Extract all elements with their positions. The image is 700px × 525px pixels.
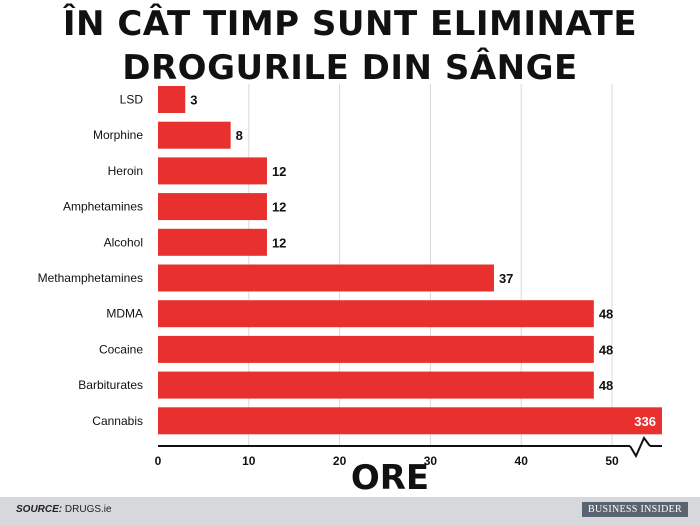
source-value: DRUGS.ie (64, 504, 112, 515)
data-label: 48 (599, 307, 613, 322)
x-tick-label: 50 (605, 454, 619, 468)
x-axis-label: ORE (350, 458, 430, 498)
title-line-1: ÎN CÂT TIMP SUNT ELIMINATE (62, 4, 638, 44)
data-label: 48 (599, 342, 613, 357)
x-tick-label: 30 (424, 454, 438, 468)
category-label: Morphine (93, 128, 143, 142)
chart-title: ÎN CÂT TIMP SUNT ELIMINATE DROGURILE DIN… (0, 2, 700, 90)
bar-chart: 0 10 20 30 40 50 LSD 3 Morphine 8 Heroin 12 Amphetam… (38, 84, 662, 468)
category-label: Alcohol (104, 235, 143, 249)
category-label: Methamphetamines (38, 271, 143, 285)
source-label: SOURCE: (16, 504, 63, 515)
source-credit: SOURCE: DRUGS.ie (16, 504, 112, 515)
bar (158, 335, 594, 363)
bar (158, 228, 267, 256)
bar (158, 264, 494, 292)
category-label: Barbiturates (78, 378, 143, 392)
x-tick-label: 20 (333, 454, 347, 468)
x-tick-label: 40 (515, 454, 529, 468)
category-label: LSD (120, 93, 144, 107)
data-label: 12 (272, 164, 286, 179)
bar (158, 86, 186, 113)
bar (158, 407, 662, 435)
data-label: 3 (190, 93, 197, 108)
bar (158, 193, 267, 221)
category-label: MDMA (106, 307, 143, 321)
bar (158, 121, 231, 149)
title-line-2: DROGURILE DIN SÂNGE (122, 48, 578, 88)
category-label: Heroin (108, 164, 143, 178)
bar (158, 371, 594, 399)
data-label: 12 (272, 235, 286, 250)
x-tick-label: 0 (155, 454, 162, 468)
data-label: 8 (236, 128, 243, 143)
data-label: 12 (272, 200, 286, 215)
category-label: Cannabis (92, 414, 143, 428)
data-label: 48 (599, 378, 613, 393)
bar (158, 300, 594, 328)
x-tick-label: 10 (242, 454, 256, 468)
axis-break-mark (629, 436, 651, 459)
bar (158, 157, 267, 185)
data-label: 37 (499, 271, 513, 286)
category-label: Cocaine (99, 342, 143, 356)
brand-logo: BUSINESS INSIDER (582, 502, 688, 517)
data-label: 336 (634, 414, 656, 429)
category-label: Amphetamines (63, 200, 143, 214)
footer-bar: SOURCE: DRUGS.ie BUSINESS INSIDER (0, 497, 700, 525)
